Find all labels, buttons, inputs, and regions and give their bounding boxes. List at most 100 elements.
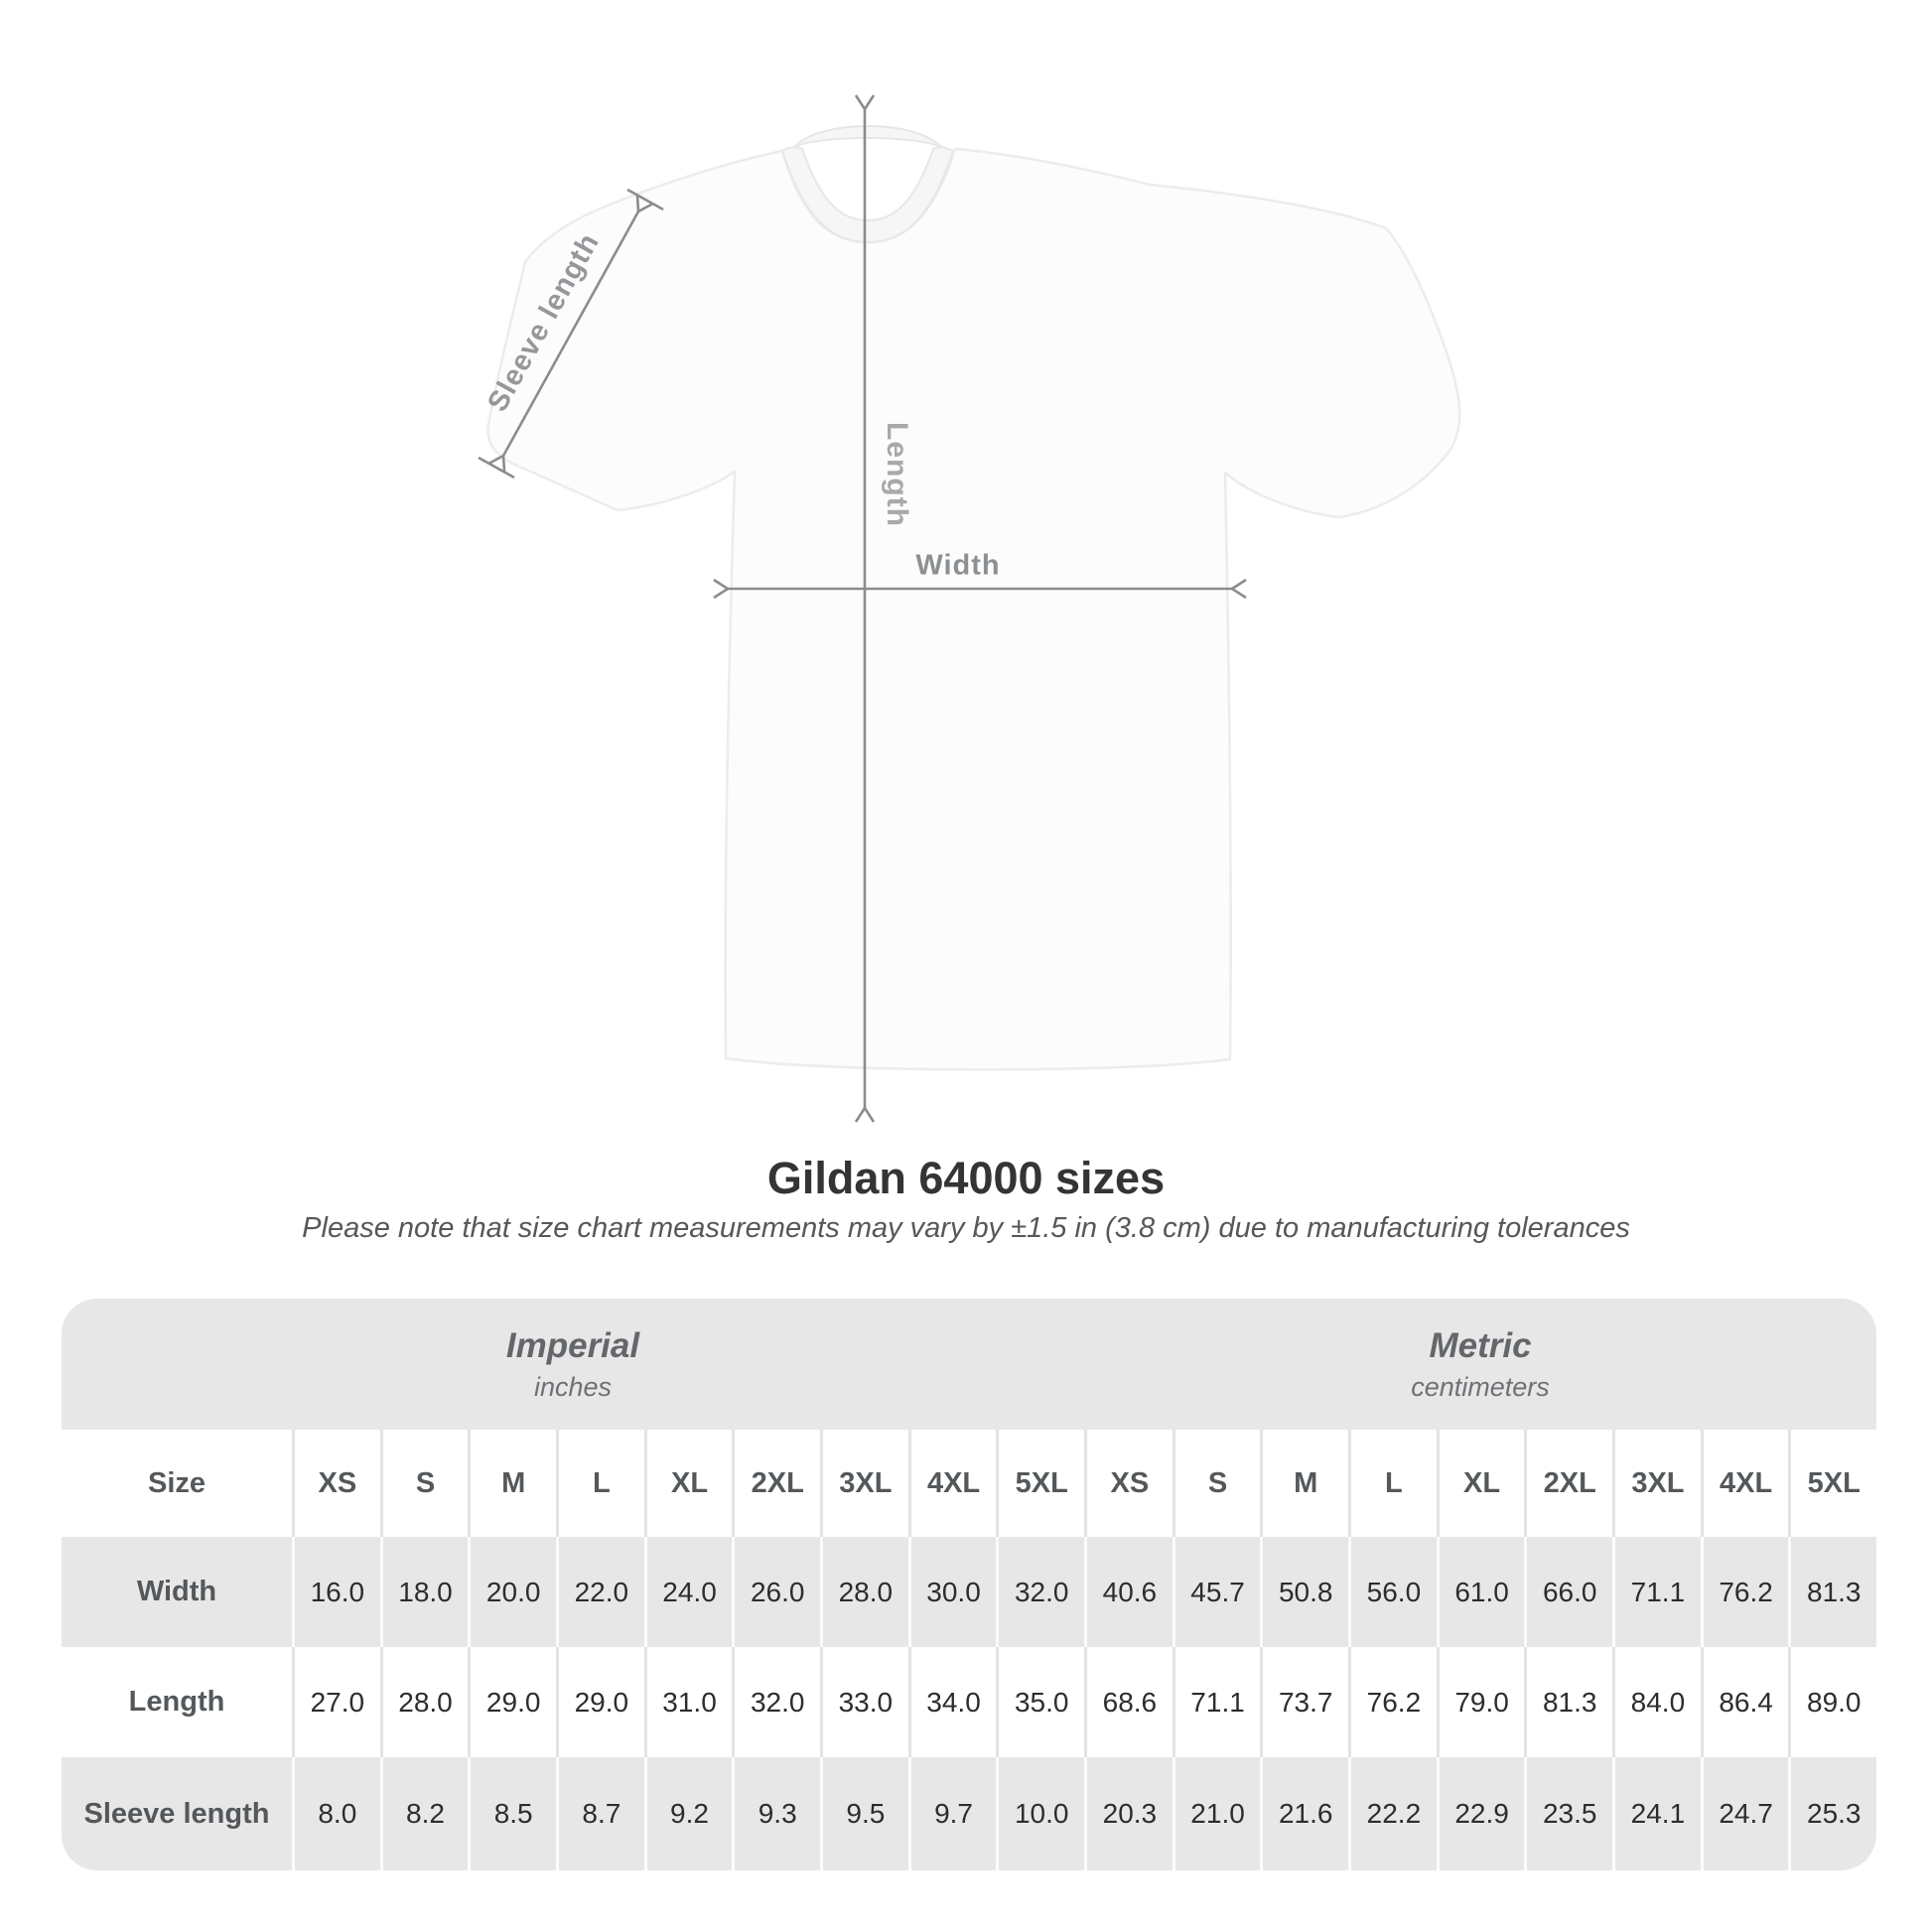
sleeve-dimension-line <box>478 188 664 480</box>
metric-group-title: Metric <box>1429 1325 1532 1365</box>
sleeve-dimension-end-tick <box>626 188 664 211</box>
imperial-group-header: Imperial inches <box>62 1299 1084 1430</box>
value-cell: 31.0 <box>643 1647 733 1757</box>
value-cell: 66.0 <box>1524 1537 1612 1647</box>
value-cell: 50.8 <box>1260 1537 1348 1647</box>
tshirt-diagram <box>478 0 1461 1291</box>
value-cell: 76.2 <box>1348 1647 1437 1757</box>
value-cell: 68.6 <box>1084 1647 1173 1757</box>
size-header-cell: 2XL <box>732 1430 820 1537</box>
value-cell: 8.2 <box>379 1757 469 1870</box>
size-header-cell: 4XL <box>907 1430 997 1537</box>
metric-group-header: Metric centimeters <box>1084 1299 1876 1430</box>
row-label-length: Length <box>128 1686 225 1718</box>
metric-unit-label: centimeters <box>1411 1371 1550 1402</box>
size-header-cell: S <box>379 1430 469 1537</box>
collar-band <box>780 146 955 244</box>
value-cell: 20.0 <box>468 1537 556 1647</box>
size-header-cell: 4XL <box>1700 1430 1789 1537</box>
value-cell: 21.0 <box>1172 1757 1261 1870</box>
size-header-cell: XS <box>1084 1430 1173 1537</box>
sleeve-length-label: Sleeve length <box>482 227 607 417</box>
table-row-width: Width 16.0 18.0 20.0 22.0 24.0 26.0 28.0 30.0 32… <box>62 1537 1876 1647</box>
page-title: Gildan 64000 sizes <box>766 1153 1166 1203</box>
sleeve-dimension-start-tick <box>478 456 515 480</box>
size-header-cell: L <box>1348 1430 1437 1537</box>
size-header-cell: XL <box>1436 1430 1525 1537</box>
row-label-sleeve-length: Sleeve length <box>83 1797 270 1830</box>
collar <box>793 125 942 148</box>
length-value-cells: 27.0 28.0 29.0 29.0 31.0 32.0 33.0 34.0 35.0 68.6… <box>292 1647 1876 1757</box>
value-cell: 21.6 <box>1260 1757 1348 1870</box>
size-header-label: Size <box>147 1466 207 1499</box>
size-header-cell: L <box>556 1430 644 1537</box>
value-cell: 61.0 <box>1436 1537 1525 1647</box>
value-cell: 23.5 <box>1524 1757 1612 1870</box>
imperial-group-title: Imperial <box>505 1325 640 1365</box>
table-row-length: Length 27.0 28.0 29.0 29.0 31.0 32.0 33.0 34.0 3… <box>62 1647 1876 1757</box>
value-cell: 10.0 <box>996 1757 1084 1870</box>
value-cell: 33.0 <box>820 1647 908 1757</box>
value-cell: 29.0 <box>468 1647 556 1757</box>
value-cell: 9.5 <box>820 1757 908 1870</box>
value-cell: 32.0 <box>996 1537 1084 1647</box>
value-cell: 86.4 <box>1700 1647 1789 1757</box>
value-cell: 84.0 <box>1612 1647 1701 1757</box>
value-cell: 79.0 <box>1436 1647 1525 1757</box>
value-cell: 8.7 <box>556 1757 644 1870</box>
value-cell: 73.7 <box>1260 1647 1348 1757</box>
size-header-cell: M <box>468 1430 556 1537</box>
value-cell: 28.0 <box>379 1647 469 1757</box>
value-cell: 35.0 <box>996 1647 1084 1757</box>
value-cell: 56.0 <box>1348 1537 1437 1647</box>
value-cell: 24.1 <box>1612 1757 1701 1870</box>
value-cell: 32.0 <box>732 1647 820 1757</box>
size-header-cell: XS <box>292 1430 380 1537</box>
imperial-unit-label: inches <box>533 1371 613 1402</box>
value-cell: 29.0 <box>556 1647 644 1757</box>
value-cell: 8.5 <box>468 1757 556 1870</box>
value-cell: 26.0 <box>732 1537 820 1647</box>
width-label: Width <box>915 549 1001 582</box>
size-header-cell: M <box>1260 1430 1348 1537</box>
tolerance-note: Please note that size chart measurements… <box>302 1212 1630 1244</box>
size-table: Imperial inches Metric centimeters Size … <box>62 1299 1876 1870</box>
value-cell: 71.1 <box>1612 1537 1701 1647</box>
value-cell: 18.0 <box>379 1537 469 1647</box>
value-cell: 40.6 <box>1084 1537 1173 1647</box>
value-cell: 25.3 <box>1788 1757 1876 1870</box>
value-cell: 9.7 <box>907 1757 997 1870</box>
size-header-cells: XS S M L XL 2XL 3XL 4XL 5XL XS S M L XL 2XL 3XL 4XL 5XL <box>292 1430 1876 1537</box>
size-header-cell: XL <box>643 1430 733 1537</box>
value-cell: 9.2 <box>643 1757 733 1870</box>
value-cell: 28.0 <box>820 1537 908 1647</box>
value-cell: 24.7 <box>1700 1757 1789 1870</box>
value-cell: 34.0 <box>907 1647 997 1757</box>
value-cell: 24.0 <box>643 1537 733 1647</box>
value-cell: 45.7 <box>1172 1537 1261 1647</box>
value-cell: 16.0 <box>292 1537 380 1647</box>
width-value-cells: 16.0 18.0 20.0 22.0 24.0 26.0 28.0 30.0 32.0 40.6… <box>292 1537 1876 1647</box>
size-header-cell: 5XL <box>1788 1430 1876 1537</box>
value-cell: 71.1 <box>1172 1647 1261 1757</box>
value-cell: 9.3 <box>732 1757 820 1870</box>
value-cell: 22.9 <box>1436 1757 1525 1870</box>
value-cell: 22.2 <box>1348 1757 1437 1870</box>
value-cell: 27.0 <box>292 1647 380 1757</box>
size-header-cell: S <box>1172 1430 1261 1537</box>
value-cell: 89.0 <box>1788 1647 1876 1757</box>
size-header-cell: 3XL <box>1612 1430 1701 1537</box>
value-cell: 8.0 <box>292 1757 380 1870</box>
unit-group-header-band: Imperial inches Metric centimeters <box>62 1299 1876 1430</box>
length-label: Length <box>881 422 913 527</box>
value-cell: 20.3 <box>1084 1757 1173 1870</box>
size-header-cell: 5XL <box>996 1430 1084 1537</box>
value-cell: 81.3 <box>1788 1537 1876 1647</box>
value-cell: 76.2 <box>1700 1537 1789 1647</box>
size-header-cell: 2XL <box>1524 1430 1612 1537</box>
table-row-sleeve-length: Sleeve length 8.0 8.2 8.5 8.7 9.2 9.3 9.5 9.7 10… <box>62 1757 1876 1870</box>
value-cell: 81.3 <box>1524 1647 1612 1757</box>
value-cell: 22.0 <box>556 1537 644 1647</box>
tshirt-image <box>486 125 1461 1071</box>
